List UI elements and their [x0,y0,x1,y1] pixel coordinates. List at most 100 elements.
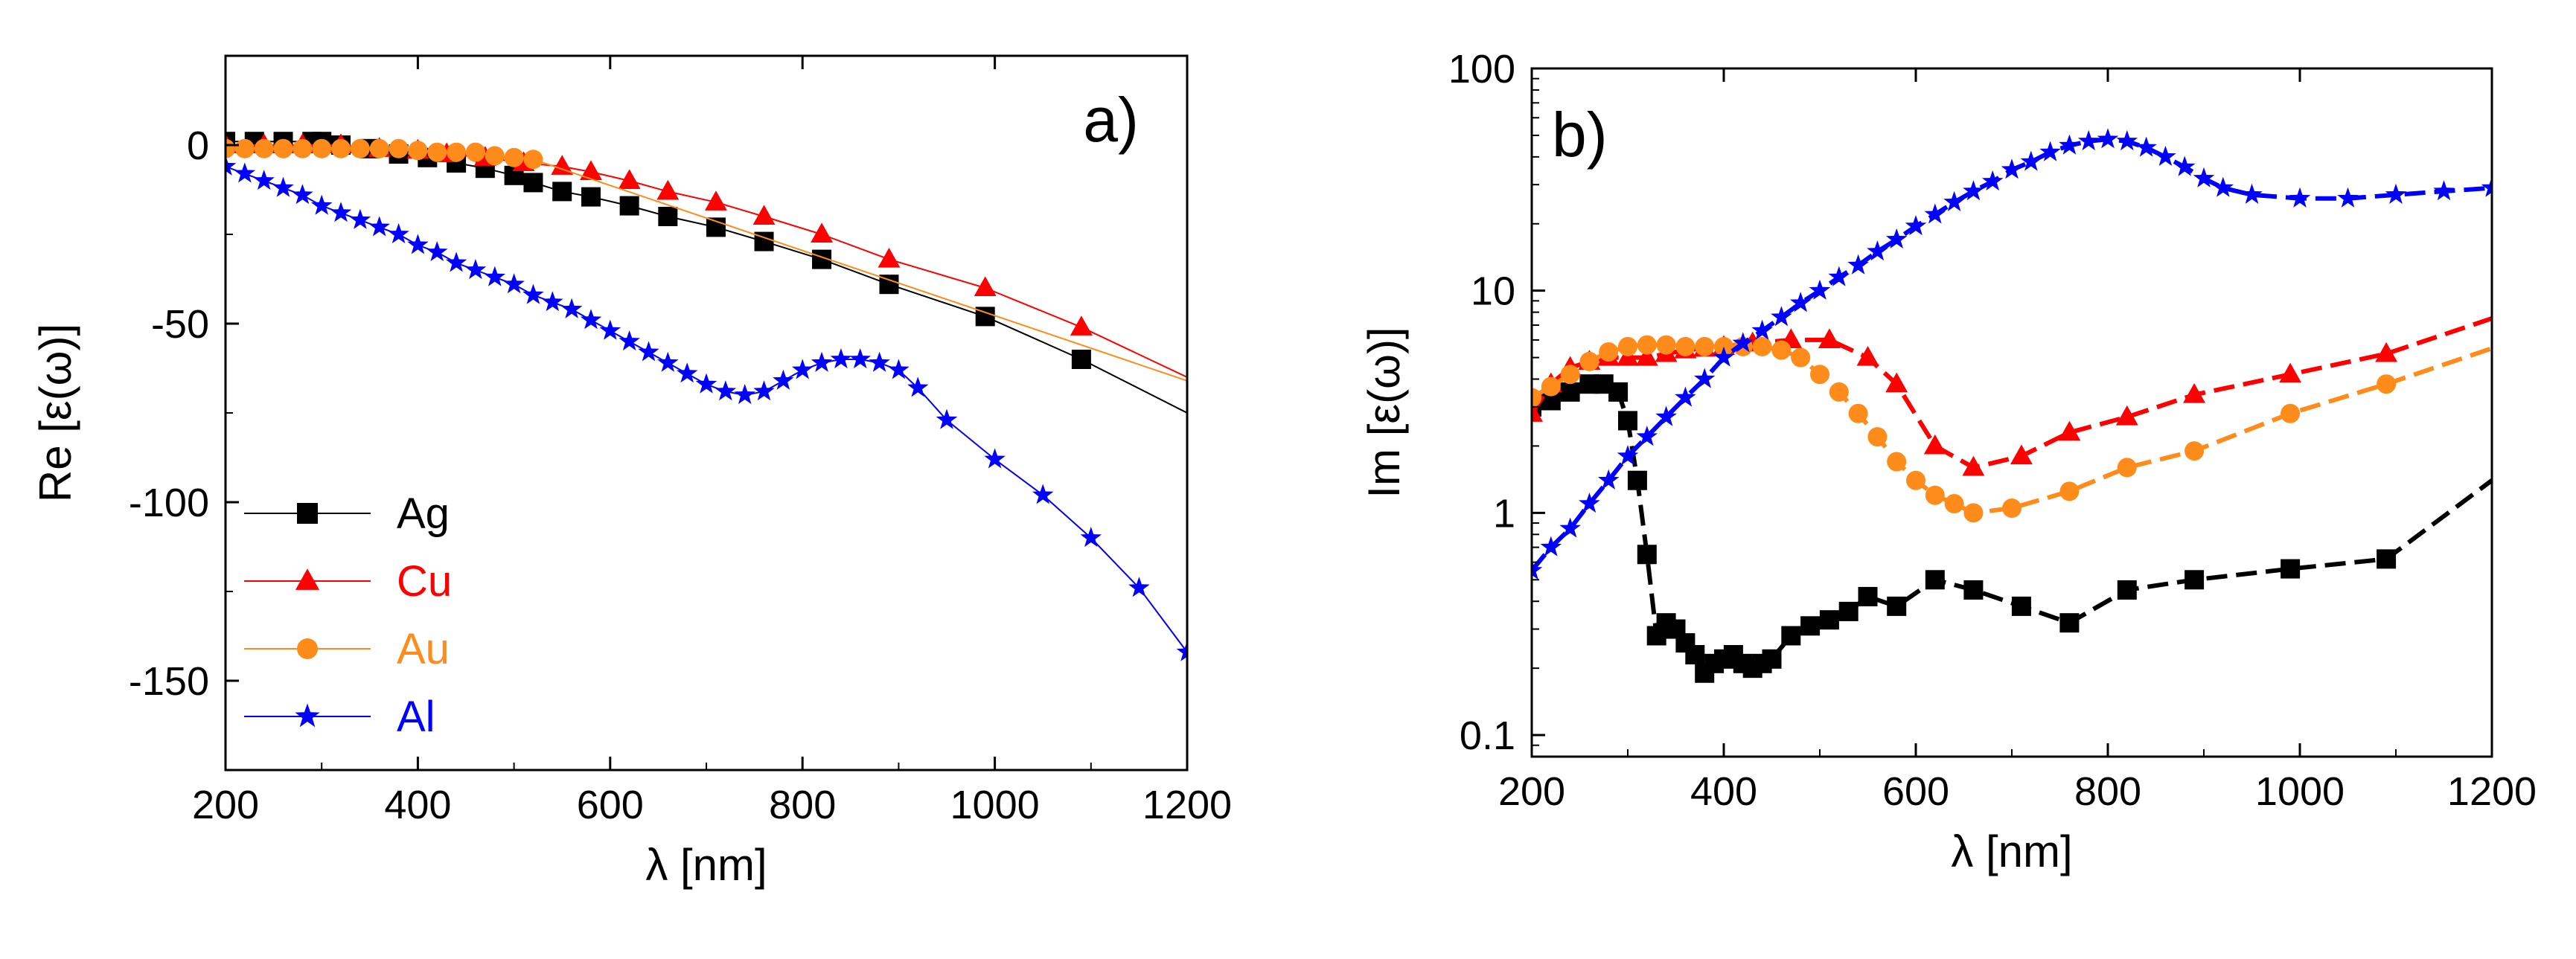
data-point-au [369,138,389,158]
data-point-cu [656,179,680,200]
data-point-al [2193,167,2215,187]
data-point-au [1560,365,1580,385]
data-point-cu [1818,328,1841,348]
y-tick-label: 0.1 [1460,713,1515,758]
data-point-ag [2185,570,2205,590]
data-point-al [388,223,409,244]
data-point-cu [1635,345,1658,366]
data-point-cu [704,190,727,211]
data-point-cu [752,205,776,225]
data-point-al [2481,176,2492,197]
data-point-al [542,291,563,312]
data-point-au [1532,388,1541,408]
data-point-al [1128,577,1150,597]
data-point-au [1867,427,1888,447]
data-point-au [226,138,235,158]
data-point-al [1809,279,1831,300]
data-point-al [753,380,775,401]
data-point-al [272,176,294,197]
data-point-al [484,266,505,286]
data-point-al [1847,254,1869,275]
data-point-al [619,330,640,351]
x-axis-label: λ [nm] [645,840,767,890]
data-point-au [1675,336,1696,356]
data-point-au [350,138,370,158]
data-point-al [984,448,1006,469]
data-point-al [560,298,583,318]
data-point-au [1656,335,1676,355]
data-point-al [2059,134,2080,155]
data-point-al [1655,405,1677,426]
data-point-al [310,194,333,215]
legend-label-al: Al [397,693,435,741]
data-point-au [312,138,332,158]
data-point-al [599,319,621,340]
y-tick-label: 1 [1493,491,1515,536]
data-point-ag [658,207,678,226]
data-point-ag [2011,596,2031,616]
data-point-au [389,138,409,158]
data-point-al [503,273,525,294]
data-point-au [1963,503,1984,523]
data-point-au [1944,494,1964,514]
y-tick-label: -100 [129,481,209,525]
data-point-al [1905,215,1927,236]
data-point-ag [1685,645,1705,665]
data-point-al [1532,559,1543,580]
data-point-au [1771,340,1792,360]
data-point-cu [811,222,833,243]
data-point-al [1176,641,1187,661]
data-point-cu [1923,434,1946,455]
data-point-al [715,380,737,401]
data-point-ag [1560,382,1580,402]
data-point-al [2039,141,2061,161]
data-point-au [273,138,293,158]
x-tick-label: 1200 [1142,783,1232,827]
x-tick-label: 200 [192,783,259,827]
data-point-au [1637,335,1657,355]
y-tick-label: 0 [187,124,209,168]
data-point-al [1559,517,1581,538]
data-point-al [1924,203,1946,224]
x-axis-label: λ [nm] [1951,827,2072,876]
legend-label-cu: Cu [397,557,452,606]
data-point-ag [581,187,601,207]
data-point-al [1636,426,1658,446]
data-point-ag [1800,616,1821,636]
data-point-ag [1618,411,1637,431]
data-point-al [226,155,237,176]
data-point-al [2433,180,2455,201]
data-point-al [734,384,755,405]
data-point-cu [2183,383,2206,403]
plot-frame [224,54,1189,772]
x-tick-label: 400 [384,783,451,827]
x-tick-label: 600 [1882,769,1949,814]
data-point-cu [1885,372,1908,393]
data-point-al [1943,190,1965,211]
data-point-au [1599,342,1619,362]
data-point-al [2077,129,2100,151]
data-point-cu [2010,444,2033,465]
data-point-au [523,150,543,170]
data-point-al [1693,368,1716,388]
data-point-au [1695,336,1715,356]
data-point-al [2116,129,2138,151]
data-point-al [426,241,448,262]
data-point-ag [1819,610,1839,630]
data-point-al [1771,306,1792,327]
series-line-ag [226,141,1187,414]
data-point-al [2097,128,2119,149]
legend-marker-au [297,638,318,659]
data-point-ag [1838,601,1859,621]
data-point-al [791,359,814,379]
chart-panel-b: 200 400 600 800 1000 1200 0.1 1 10 100 λ [nm] Im [ε… [1359,47,2537,876]
data-point-al [522,283,544,304]
data-point-al [1732,332,1754,353]
data-point-al [811,351,833,372]
data-point-au [504,147,524,167]
data-point-ag [2117,580,2137,600]
data-point-ag [706,217,726,237]
legend-marker-al [295,703,320,728]
data-point-al [253,170,275,190]
data-point-cu [551,155,574,175]
